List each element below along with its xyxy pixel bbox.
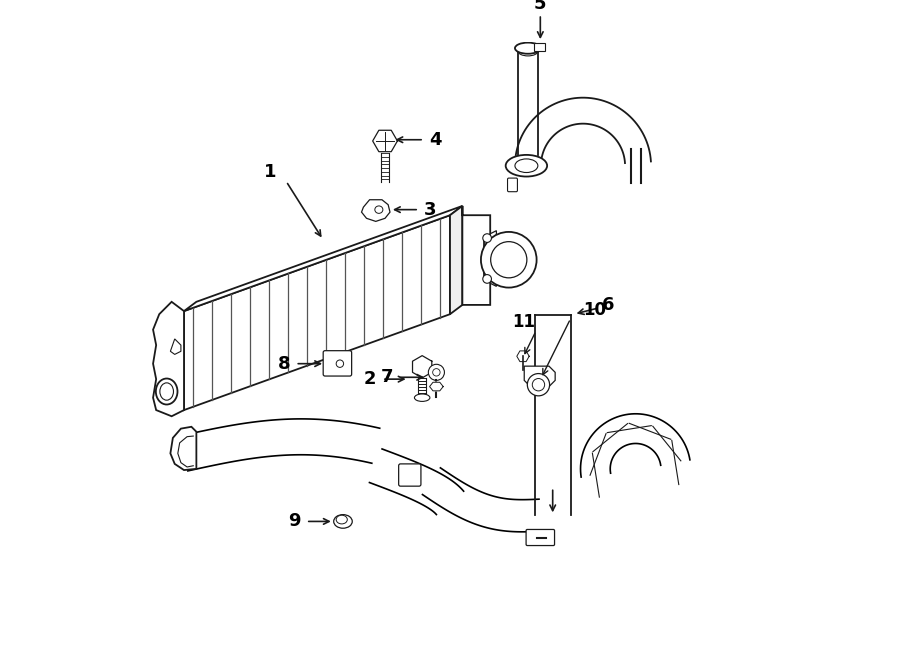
FancyBboxPatch shape: [399, 464, 421, 486]
Polygon shape: [491, 230, 497, 287]
Ellipse shape: [160, 383, 174, 400]
Polygon shape: [370, 449, 464, 514]
Circle shape: [482, 275, 491, 283]
Text: 7: 7: [381, 368, 393, 387]
Ellipse shape: [518, 46, 538, 56]
Circle shape: [337, 360, 344, 367]
Circle shape: [527, 373, 550, 396]
FancyBboxPatch shape: [508, 178, 518, 192]
Ellipse shape: [414, 394, 430, 401]
Text: 11: 11: [512, 312, 535, 330]
Polygon shape: [524, 366, 555, 389]
Circle shape: [433, 369, 440, 376]
Ellipse shape: [506, 155, 547, 177]
Text: 9: 9: [289, 512, 301, 530]
Polygon shape: [153, 302, 184, 416]
Polygon shape: [463, 206, 491, 305]
Ellipse shape: [515, 159, 538, 173]
FancyBboxPatch shape: [534, 43, 545, 51]
FancyBboxPatch shape: [323, 351, 352, 376]
Polygon shape: [373, 130, 398, 152]
Polygon shape: [184, 206, 463, 311]
Polygon shape: [170, 427, 196, 470]
Text: 6: 6: [602, 296, 615, 314]
Text: 1: 1: [265, 163, 277, 181]
Polygon shape: [517, 351, 529, 361]
Ellipse shape: [334, 514, 352, 528]
Ellipse shape: [481, 232, 536, 287]
Polygon shape: [516, 98, 651, 163]
Text: 3: 3: [423, 201, 436, 218]
Text: 8: 8: [278, 355, 291, 373]
Polygon shape: [412, 355, 432, 378]
Ellipse shape: [337, 515, 347, 524]
Ellipse shape: [491, 242, 526, 278]
Circle shape: [482, 234, 491, 242]
Polygon shape: [362, 200, 390, 221]
Polygon shape: [180, 419, 380, 471]
Ellipse shape: [515, 42, 541, 54]
Text: 4: 4: [429, 130, 442, 149]
Circle shape: [428, 364, 445, 381]
FancyBboxPatch shape: [526, 530, 554, 545]
Polygon shape: [422, 468, 540, 532]
Polygon shape: [170, 339, 181, 354]
Polygon shape: [429, 382, 443, 391]
Ellipse shape: [374, 206, 382, 213]
Ellipse shape: [156, 379, 177, 404]
Text: 10: 10: [583, 301, 606, 319]
Polygon shape: [580, 414, 690, 477]
Polygon shape: [184, 215, 450, 410]
Polygon shape: [450, 206, 463, 314]
Circle shape: [532, 379, 544, 391]
Text: 2: 2: [364, 370, 376, 388]
Text: 5: 5: [534, 0, 546, 13]
